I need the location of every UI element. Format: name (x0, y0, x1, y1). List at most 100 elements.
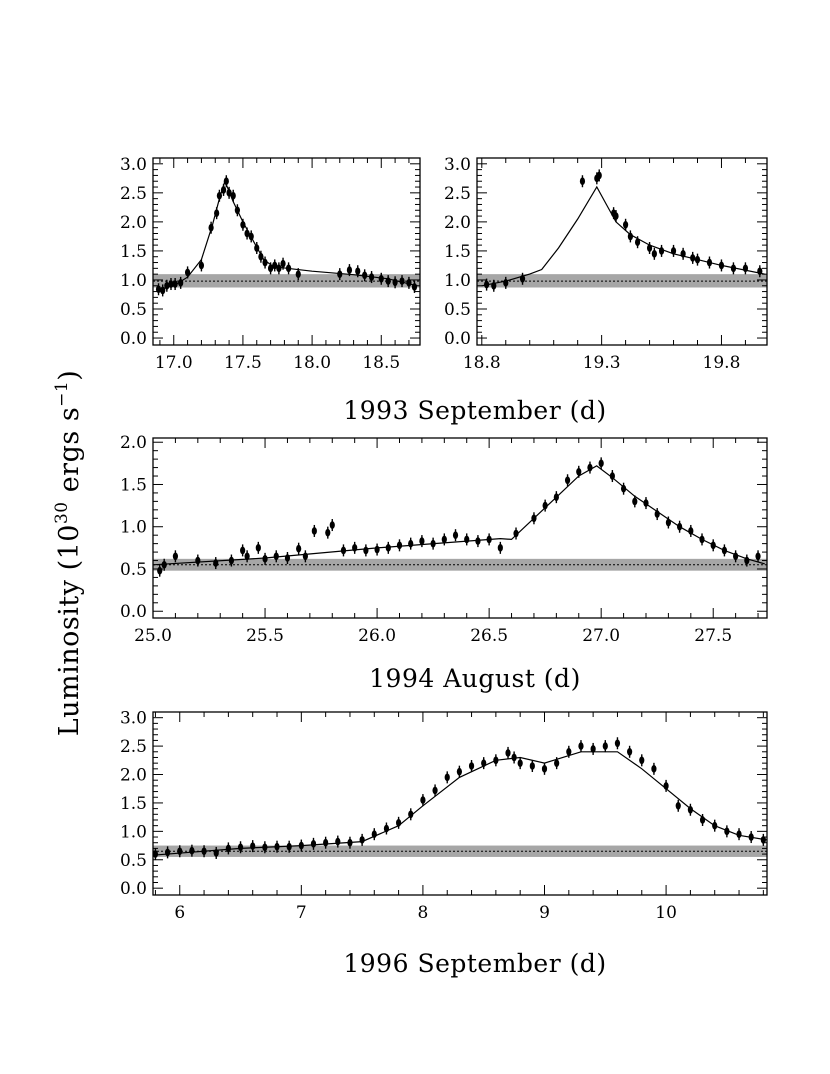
data-point (280, 259, 286, 268)
data-point (240, 546, 246, 555)
x-tick-label: 26.5 (470, 626, 508, 646)
data-point (310, 840, 317, 848)
data-point (587, 463, 593, 472)
x-tick-label: 26.0 (358, 626, 396, 646)
x-tick-label: 19.8 (703, 353, 741, 373)
y-tick-label: 2.0 (120, 766, 147, 786)
data-point (760, 836, 766, 844)
data-point (214, 209, 220, 217)
data-point (475, 537, 481, 545)
data-point (408, 539, 414, 548)
data-point (742, 264, 749, 273)
y-axis-label-exponent-2: −1 (52, 381, 72, 407)
data-point (755, 552, 761, 561)
data-point (420, 796, 426, 804)
data-point (198, 261, 205, 270)
y-tick-label: 3.0 (120, 709, 147, 729)
data-point (627, 747, 633, 756)
data-point (632, 497, 638, 506)
data-point (258, 252, 264, 261)
y-tick-label: 1.5 (120, 242, 147, 262)
data-point (411, 283, 418, 291)
data-point (497, 544, 503, 552)
data-point (699, 816, 706, 824)
data-point (675, 801, 681, 810)
x-tick-label: 7 (296, 903, 307, 923)
panel-frame (476, 157, 768, 346)
data-point (160, 286, 166, 295)
data-point (554, 759, 560, 767)
y-tick-label: 0.5 (444, 300, 471, 320)
data-point (329, 521, 335, 529)
data-point (223, 177, 229, 186)
y-tick-label: 2.5 (120, 184, 147, 204)
data-point (267, 264, 274, 273)
data-point (680, 250, 686, 258)
y-axis-label-exponent-1: 30 (52, 501, 72, 524)
data-point (503, 279, 509, 287)
x-tick-label: 18.5 (362, 353, 400, 373)
data-point (228, 556, 235, 565)
data-point (670, 247, 677, 255)
panel-frame (152, 437, 768, 619)
data-point (579, 177, 586, 186)
data-point (237, 843, 244, 852)
data-point (371, 830, 377, 838)
y-tick-label: 2.5 (444, 184, 471, 204)
y-tick-label: 1.0 (120, 271, 147, 291)
data-point (658, 247, 665, 255)
data-point (302, 552, 308, 561)
data-point (481, 759, 487, 767)
data-point (744, 556, 750, 565)
data-point (374, 545, 380, 554)
x-tick-label: 27.5 (694, 626, 732, 646)
data-point (456, 767, 462, 776)
y-tick-label: 1.5 (120, 794, 147, 814)
x-tick-label: 9 (539, 903, 550, 923)
x-tick-label: 18.8 (463, 353, 501, 373)
data-point (639, 756, 645, 765)
data-point (590, 745, 596, 753)
data-point (255, 544, 261, 552)
data-point (254, 244, 260, 252)
data-point (276, 264, 282, 273)
data-point (272, 261, 278, 270)
data-point (651, 250, 657, 258)
data-point (178, 279, 184, 287)
y-tick-label: 2.0 (120, 213, 147, 233)
data-point (311, 527, 317, 535)
data-point (452, 531, 459, 539)
data-point (250, 842, 256, 850)
data-point (244, 552, 250, 561)
data-point (430, 539, 436, 548)
data-point (340, 546, 347, 555)
data-point (627, 232, 633, 241)
data-point (359, 836, 365, 844)
data-point (724, 827, 730, 836)
y-tick-label: 1.0 (120, 518, 147, 538)
data-point (553, 493, 559, 501)
data-point (234, 206, 240, 215)
y-tick-label: 2.0 (120, 433, 147, 453)
data-point (164, 848, 171, 857)
data-point (213, 559, 219, 567)
data-point (733, 552, 739, 561)
data-point (189, 846, 195, 855)
x-tick-label: 25.5 (246, 626, 284, 646)
data-point (564, 476, 571, 485)
data-point (161, 560, 167, 569)
model-curve (481, 185, 765, 287)
y-tick-label: 3.0 (444, 155, 471, 175)
data-point (748, 833, 754, 841)
data-point (262, 843, 268, 852)
data-point (464, 535, 470, 544)
y-tick-label: 1.5 (444, 242, 471, 262)
y-axis-label: Luminosity (1030 ergs s−1) (52, 370, 85, 737)
y-tick-label: 0.5 (120, 300, 147, 320)
data-point (614, 739, 621, 748)
panel-2: 18.8 19.3 19.8 0.0 0.5 1.0 1.5 2.0 2.5 3.0 1993 Se… (343, 155, 768, 425)
data-point (517, 759, 523, 767)
data-point (613, 212, 619, 220)
panel-3: 25.0 25.5 26.0 26.5 27.0 27.5 0.0 0.5 1.0 1.5 2.0 1… (120, 433, 768, 693)
x-tick-label: 19.3 (583, 353, 621, 373)
